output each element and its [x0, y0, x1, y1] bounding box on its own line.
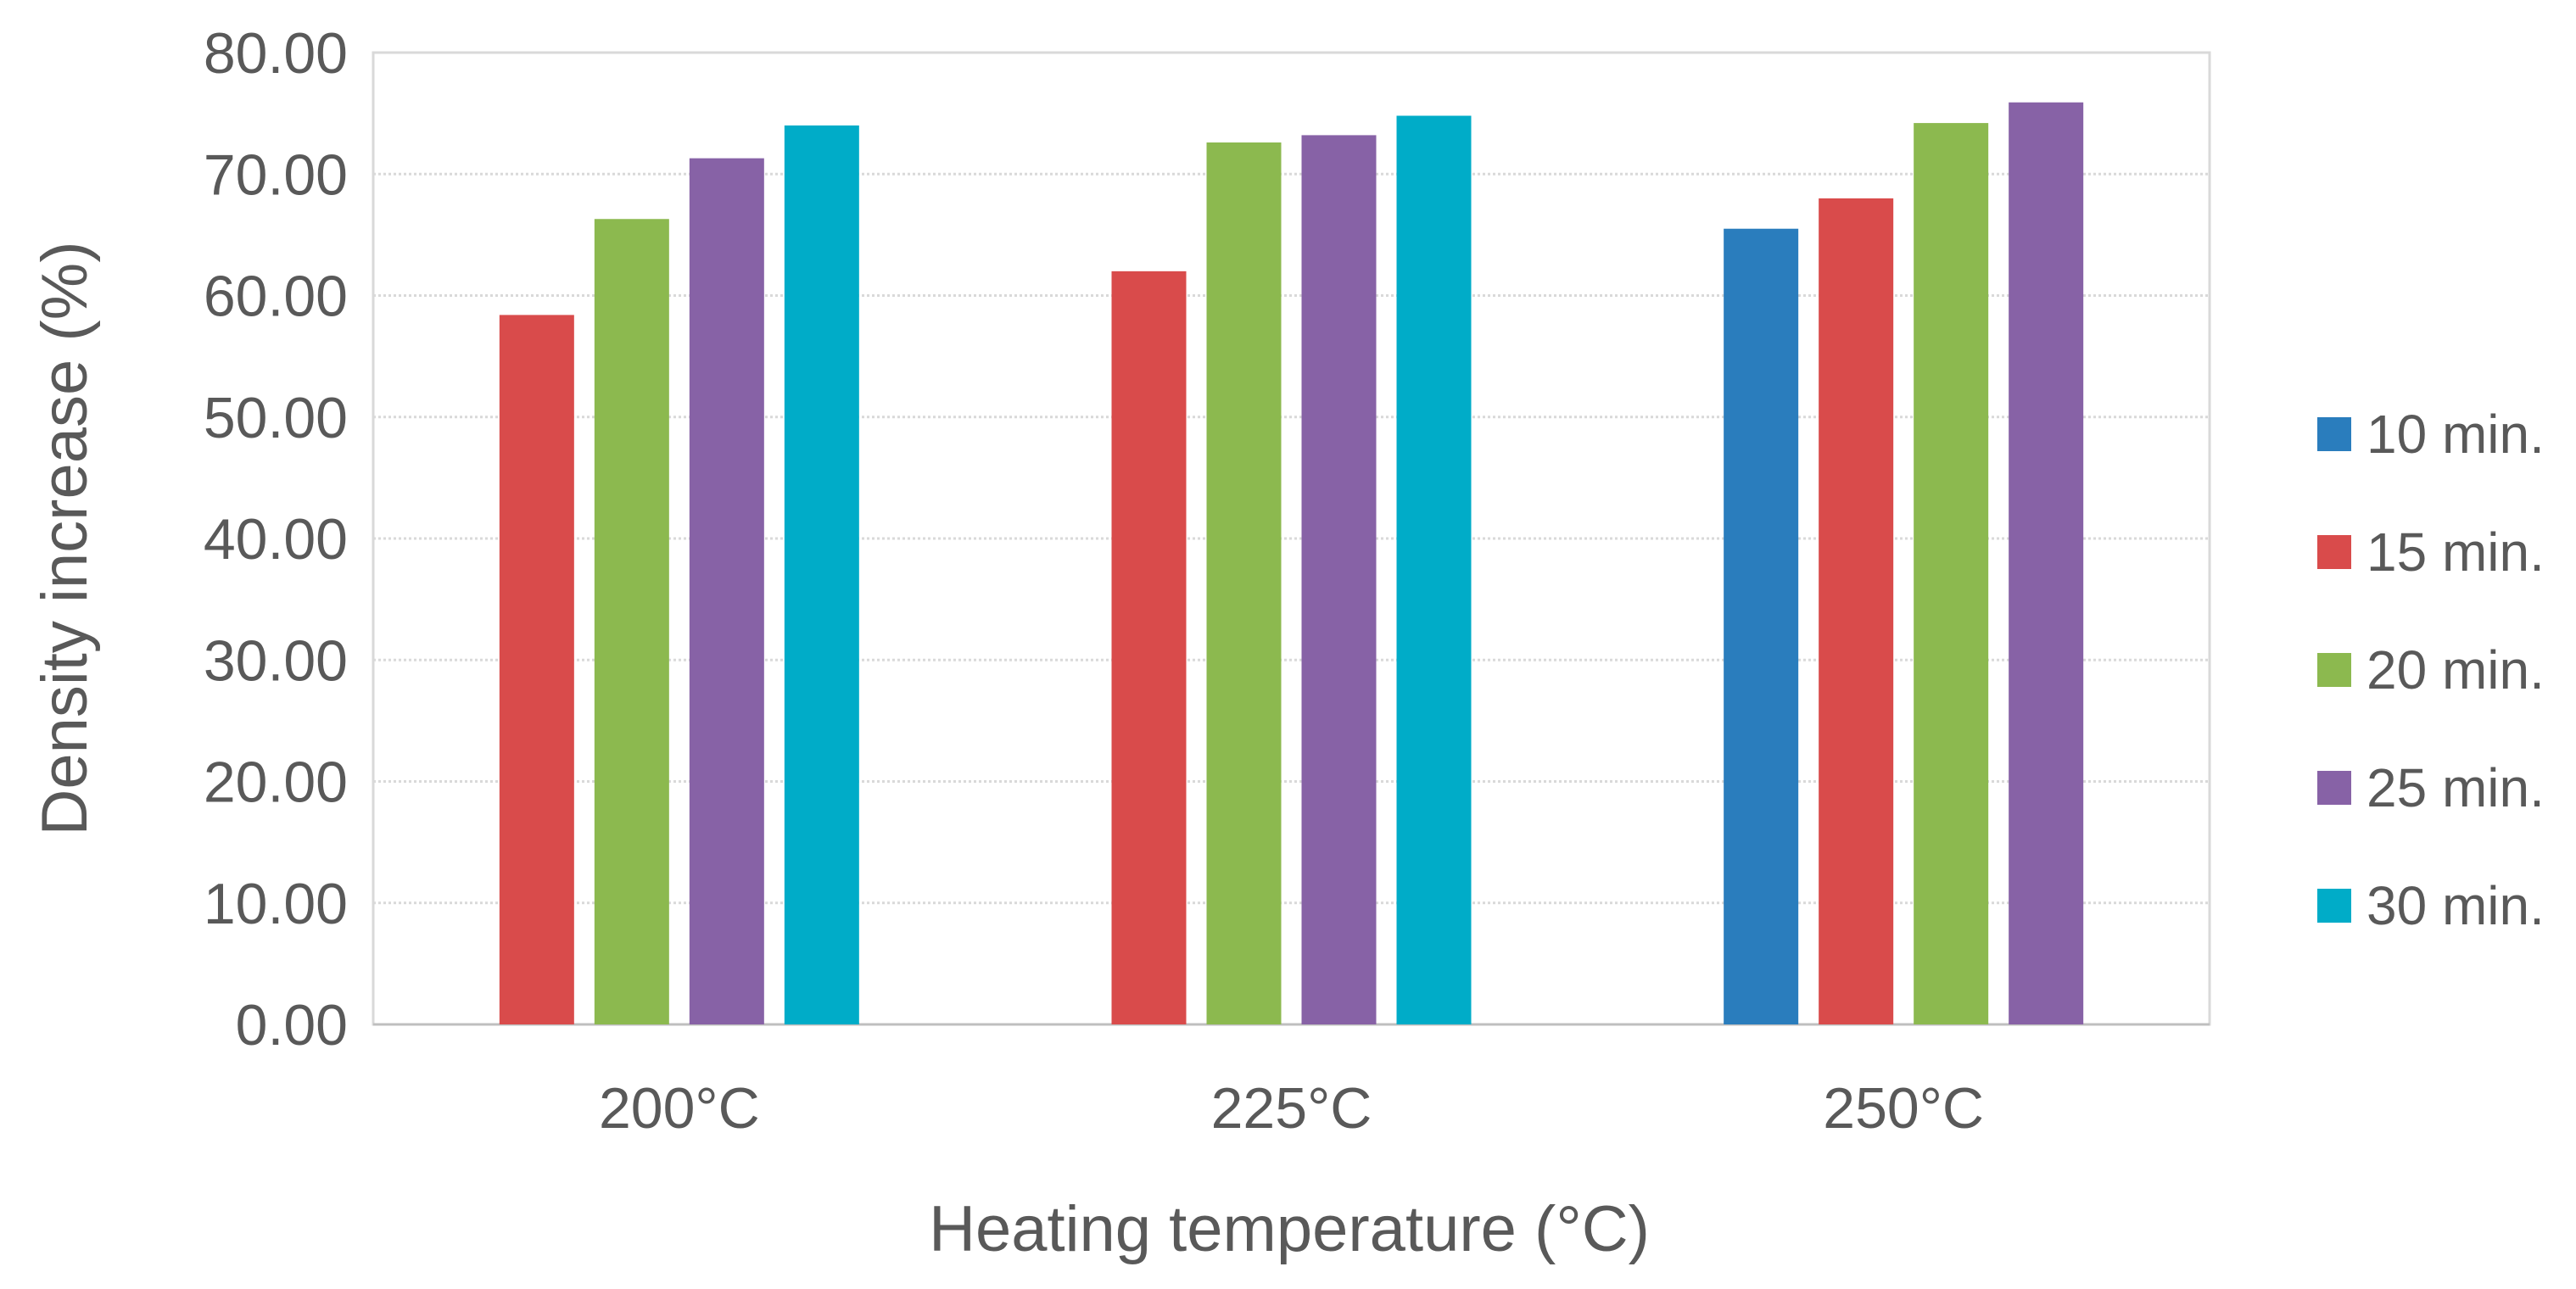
- bar-20-min-3: [1914, 123, 1989, 1025]
- bar-20-min-2: [1206, 142, 1282, 1024]
- legend-swatch: [2317, 417, 2351, 451]
- x-tick-label: 250°C: [1823, 1076, 1984, 1141]
- y-tick-label: 60.00: [204, 265, 348, 329]
- bar-10-min-3: [1724, 228, 1799, 1024]
- legend-label: 15 min.: [2366, 522, 2545, 583]
- x-axis-title: Heating temperature (°C): [929, 1193, 1650, 1265]
- bar-30-min-2: [1396, 115, 1472, 1025]
- y-axis-ticks: 0.00 10.00 20.00 30.00 40.00 50.00 60.00 70.00 8…: [204, 21, 348, 1057]
- x-tick-label: 225°C: [1211, 1076, 1372, 1141]
- y-tick-label: 10.00: [204, 872, 348, 936]
- bar-20-min-1: [594, 219, 669, 1024]
- y-tick-label: 0.00: [236, 993, 348, 1057]
- y-axis-title: Density increase (%): [29, 241, 101, 835]
- y-tick-label: 70.00: [204, 142, 348, 207]
- gridlines: [373, 51, 2210, 1026]
- y-tick-label: 30.00: [204, 628, 348, 693]
- bar-25-min-1: [689, 158, 764, 1024]
- legend-label: 25 min.: [2366, 757, 2545, 818]
- legend-swatch: [2317, 653, 2351, 687]
- y-tick-label: 50.00: [204, 386, 348, 450]
- legend-swatch: [2317, 535, 2351, 569]
- y-tick-label: 20.00: [204, 751, 348, 815]
- bar-15-min-2: [1111, 271, 1187, 1025]
- legend: 10 min. 15 min. 20 min. 25 min. 30 min.: [2317, 404, 2545, 936]
- bar-30-min-1: [784, 125, 859, 1025]
- y-tick-label: 80.00: [204, 21, 348, 86]
- bar-15-min-1: [499, 315, 574, 1024]
- bars: [499, 102, 2084, 1025]
- bar-25-min-2: [1301, 135, 1377, 1024]
- legend-label: 10 min.: [2366, 404, 2545, 465]
- legend-label: 20 min.: [2366, 639, 2545, 700]
- bar-25-min-3: [2009, 102, 2084, 1024]
- bar-15-min-3: [1819, 198, 1894, 1024]
- x-axis-ticks: 200°C 225°C 250°C: [599, 1076, 1984, 1141]
- y-tick-label: 40.00: [204, 507, 348, 572]
- legend-swatch: [2317, 889, 2351, 923]
- legend-swatch: [2317, 771, 2351, 805]
- x-tick-label: 200°C: [599, 1076, 760, 1141]
- legend-label: 30 min.: [2366, 875, 2545, 936]
